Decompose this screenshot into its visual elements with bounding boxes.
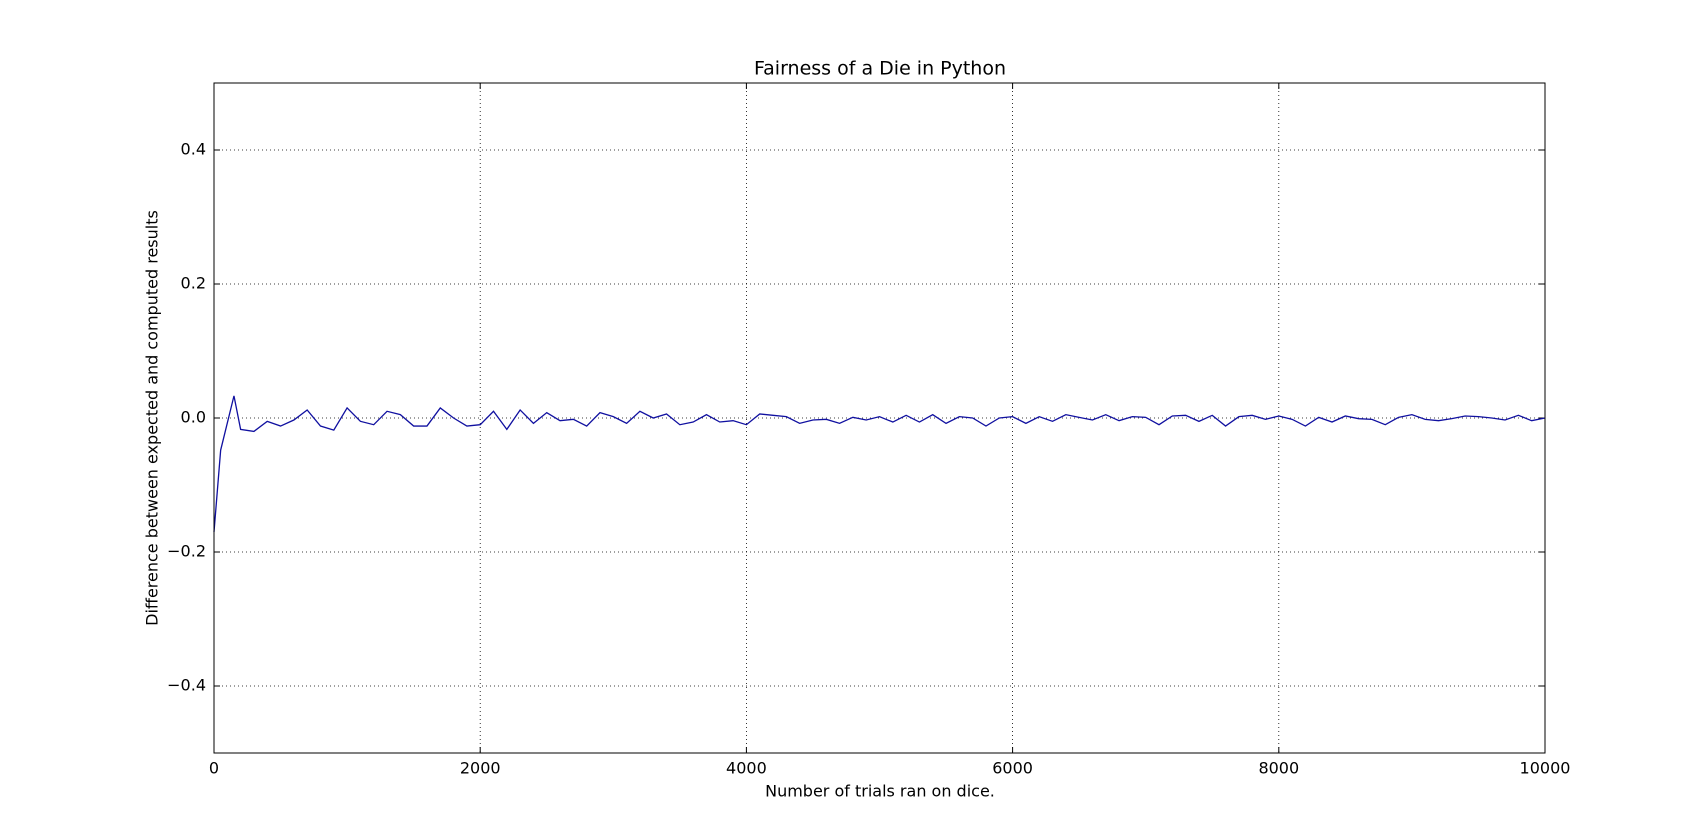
y-tick-label: 0.0 (181, 408, 206, 427)
x-tick-label: 10000 (1520, 759, 1571, 778)
x-tick-label: 6000 (992, 759, 1033, 778)
y-tick-label: −0.2 (167, 542, 206, 561)
chart-title: Fairness of a Die in Python (754, 58, 1006, 80)
x-tick-label: 2000 (460, 759, 501, 778)
y-axis-label: Difference between expected and computed… (143, 210, 162, 626)
plot-frame (213, 82, 1546, 754)
y-tick-label: 0.4 (181, 140, 206, 159)
y-tick-label: 0.2 (181, 274, 206, 293)
x-tick-label: 0 (209, 759, 219, 778)
data-line (213, 395, 1546, 532)
x-tick-label: 8000 (1258, 759, 1299, 778)
x-axis-label: Number of trials ran on dice. (765, 782, 995, 801)
y-tick-label: −0.4 (167, 676, 206, 695)
x-tick-label: 4000 (726, 759, 767, 778)
